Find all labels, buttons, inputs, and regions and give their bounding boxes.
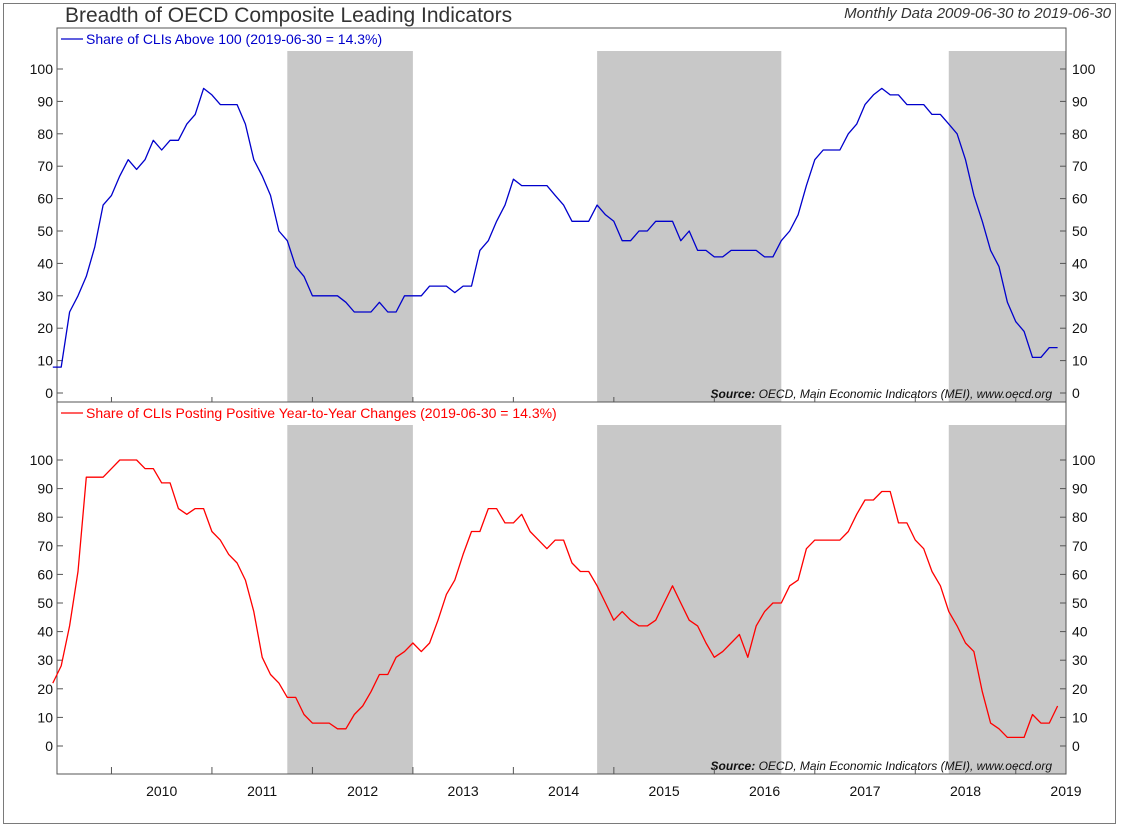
source-note: Source: OECD, Main Economic Indicators (… bbox=[711, 759, 1053, 773]
x-tick-label: 2018 bbox=[950, 783, 981, 799]
x-tick-label: 2011 bbox=[247, 783, 277, 799]
y-tick-label-left: 40 bbox=[37, 624, 53, 640]
y-tick-label-right: 0 bbox=[1072, 738, 1080, 754]
x-tick-label: 2017 bbox=[849, 783, 880, 799]
y-tick-label-left: 50 bbox=[37, 223, 53, 239]
y-tick-label-right: 90 bbox=[1072, 93, 1088, 109]
shaded-period-2 bbox=[597, 425, 782, 774]
source-note: Source: OECD, Main Economic Indicators (… bbox=[711, 387, 1053, 401]
y-tick-label-left: 50 bbox=[37, 595, 53, 611]
shaded-period-1 bbox=[287, 51, 413, 402]
y-tick-label-right: 70 bbox=[1072, 158, 1088, 174]
x-tick-label: 2014 bbox=[548, 783, 579, 799]
y-tick-label-right: 70 bbox=[1072, 538, 1088, 554]
shaded-period-2 bbox=[597, 51, 782, 402]
y-tick-label-right: 20 bbox=[1072, 320, 1088, 336]
y-tick-label-left: 70 bbox=[37, 538, 53, 554]
y-tick-label-left: 100 bbox=[30, 61, 54, 77]
shaded-period-3 bbox=[948, 425, 1066, 774]
y-tick-label-left: 90 bbox=[37, 481, 53, 497]
y-tick-label-left: 80 bbox=[37, 126, 53, 142]
y-tick-label-right: 10 bbox=[1072, 353, 1088, 369]
y-tick-label-right: 90 bbox=[1072, 481, 1088, 497]
y-tick-label-left: 10 bbox=[37, 709, 53, 725]
y-tick-label-left: 60 bbox=[37, 566, 53, 582]
plot-area-border bbox=[56, 401, 1067, 775]
y-tick-label-right: 20 bbox=[1072, 681, 1088, 697]
y-tick-label-right: 50 bbox=[1072, 223, 1088, 239]
y-tick-label-left: 80 bbox=[37, 509, 53, 525]
shaded-period-3 bbox=[948, 51, 1066, 402]
y-tick-label-right: 60 bbox=[1072, 191, 1088, 207]
y-tick-label-right: 30 bbox=[1072, 652, 1088, 668]
x-tick-label: 2015 bbox=[649, 783, 680, 799]
y-tick-label-left: 60 bbox=[37, 191, 53, 207]
y-tick-label-left: 30 bbox=[37, 288, 53, 304]
y-tick-label-left: 0 bbox=[45, 385, 53, 401]
y-tick-label-left: 100 bbox=[30, 452, 54, 468]
x-tick-label: 2012 bbox=[347, 783, 378, 799]
chart-subtitle: Monthly Data 2009-06-30 to 2019-06-30 bbox=[844, 5, 1111, 22]
y-tick-label-right: 80 bbox=[1072, 126, 1088, 142]
x-axis: 2010 2011 2012 2013 2014 2015 2016 2017 2018 2019 bbox=[110, 767, 1082, 799]
legend-label: Share of CLIs Above 100 (2019-06-30 = 14… bbox=[86, 31, 382, 47]
x-tick-label: 2010 bbox=[146, 783, 177, 799]
y-tick-label-left: 40 bbox=[37, 255, 53, 271]
y-tick-label-right: 100 bbox=[1072, 452, 1096, 468]
y-tick-label-right: 80 bbox=[1072, 509, 1088, 525]
y-tick-label-left: 30 bbox=[37, 652, 53, 668]
legend-label: Share of CLIs Posting Positive Year-to-Y… bbox=[86, 405, 557, 421]
y-tick-label-left: 90 bbox=[37, 93, 53, 109]
shaded-period-1 bbox=[287, 425, 413, 774]
y-tick-label-right: 50 bbox=[1072, 595, 1088, 611]
x-tick-label: 2013 bbox=[448, 783, 479, 799]
x-tick-label: 2016 bbox=[749, 783, 780, 799]
y-tick-label-left: 10 bbox=[37, 353, 53, 369]
x-tick-label: 2019 bbox=[1050, 783, 1081, 799]
y-tick-label-right: 10 bbox=[1072, 709, 1088, 725]
y-tick-label-left: 20 bbox=[37, 681, 53, 697]
y-tick-label-right: 30 bbox=[1072, 288, 1088, 304]
plot-area-border bbox=[56, 27, 1067, 403]
y-tick-label-right: 60 bbox=[1072, 566, 1088, 582]
y-tick-label-right: 40 bbox=[1072, 624, 1088, 640]
y-tick-label-right: 40 bbox=[1072, 255, 1088, 271]
top-panel: 0 0 10 10 20 20 30 30 40 40 50 50 60 60 70 70 80 80 90 90 10… bbox=[30, 27, 1096, 403]
bottom-panel: 0 0 10 10 20 20 30 30 40 40 50 50 60 60 70 70 80 80 90 90 10… bbox=[30, 401, 1096, 775]
series-line-2 bbox=[52, 459, 1059, 739]
series-line-1 bbox=[52, 87, 1058, 368]
y-tick-label-left: 70 bbox=[37, 158, 53, 174]
y-tick-label-left: 0 bbox=[45, 738, 53, 754]
chart-frame bbox=[3, 3, 1116, 824]
y-tick-label-left: 20 bbox=[37, 320, 53, 336]
y-tick-label-right: 100 bbox=[1072, 61, 1096, 77]
chart-title: Breadth of OECD Composite Leading Indica… bbox=[65, 4, 513, 27]
y-tick-label-right: 0 bbox=[1072, 385, 1080, 401]
